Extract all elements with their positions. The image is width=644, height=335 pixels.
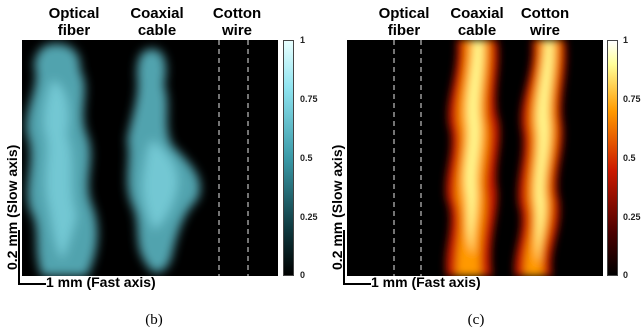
label-optical-fiber-c: Optical fiber (378, 5, 430, 39)
cbar-b-tick-075: 0.75 (300, 94, 318, 104)
colorbar-b (283, 40, 294, 276)
cbar-b-tick-05: 0.5 (300, 153, 313, 163)
label-coaxial-cable-c: Coaxial cable (450, 5, 504, 39)
scale-label-slow-axis-b: 0.2 mm (Slow axis) (4, 144, 20, 270)
scale-bar-vertical-c (343, 230, 345, 285)
oct-image-c (347, 40, 603, 276)
cbar-c-tick-025: 0.25 (623, 212, 641, 222)
label-optical-fiber: Optical fiber (48, 5, 100, 39)
scale-label-fast-axis-b: 1 mm (Fast axis) (46, 274, 156, 290)
cbar-c-tick-1: 1 (623, 35, 629, 45)
scale-bar-vertical-b (18, 230, 20, 285)
label-cotton-wire-c: Cotton wire (520, 5, 570, 39)
scale-label-fast-axis-c: 1 mm (Fast axis) (371, 274, 481, 290)
cbar-c-tick-075: 0.75 (623, 94, 641, 104)
cbar-b-tick-025: 0.25 (300, 212, 318, 222)
scale-bar-horizontal-c (343, 283, 371, 285)
label-coaxial-cable: Coaxial cable (130, 5, 184, 39)
caption-c: (c) (467, 312, 485, 328)
colorbar-c (607, 40, 618, 276)
caption-b: (b) (145, 312, 163, 328)
cbar-b-tick-0: 0 (300, 270, 306, 280)
cbar-c-tick-05: 0.5 (623, 153, 636, 163)
scale-bar-horizontal-b (18, 283, 46, 285)
cbar-c-tick-0: 0 (623, 270, 629, 280)
cbar-b-tick-1: 1 (300, 35, 306, 45)
scale-label-slow-axis-c: 0.2 mm (Slow axis) (329, 144, 345, 270)
oct-image-b (22, 40, 278, 276)
label-cotton-wire: Cotton wire (212, 5, 262, 39)
